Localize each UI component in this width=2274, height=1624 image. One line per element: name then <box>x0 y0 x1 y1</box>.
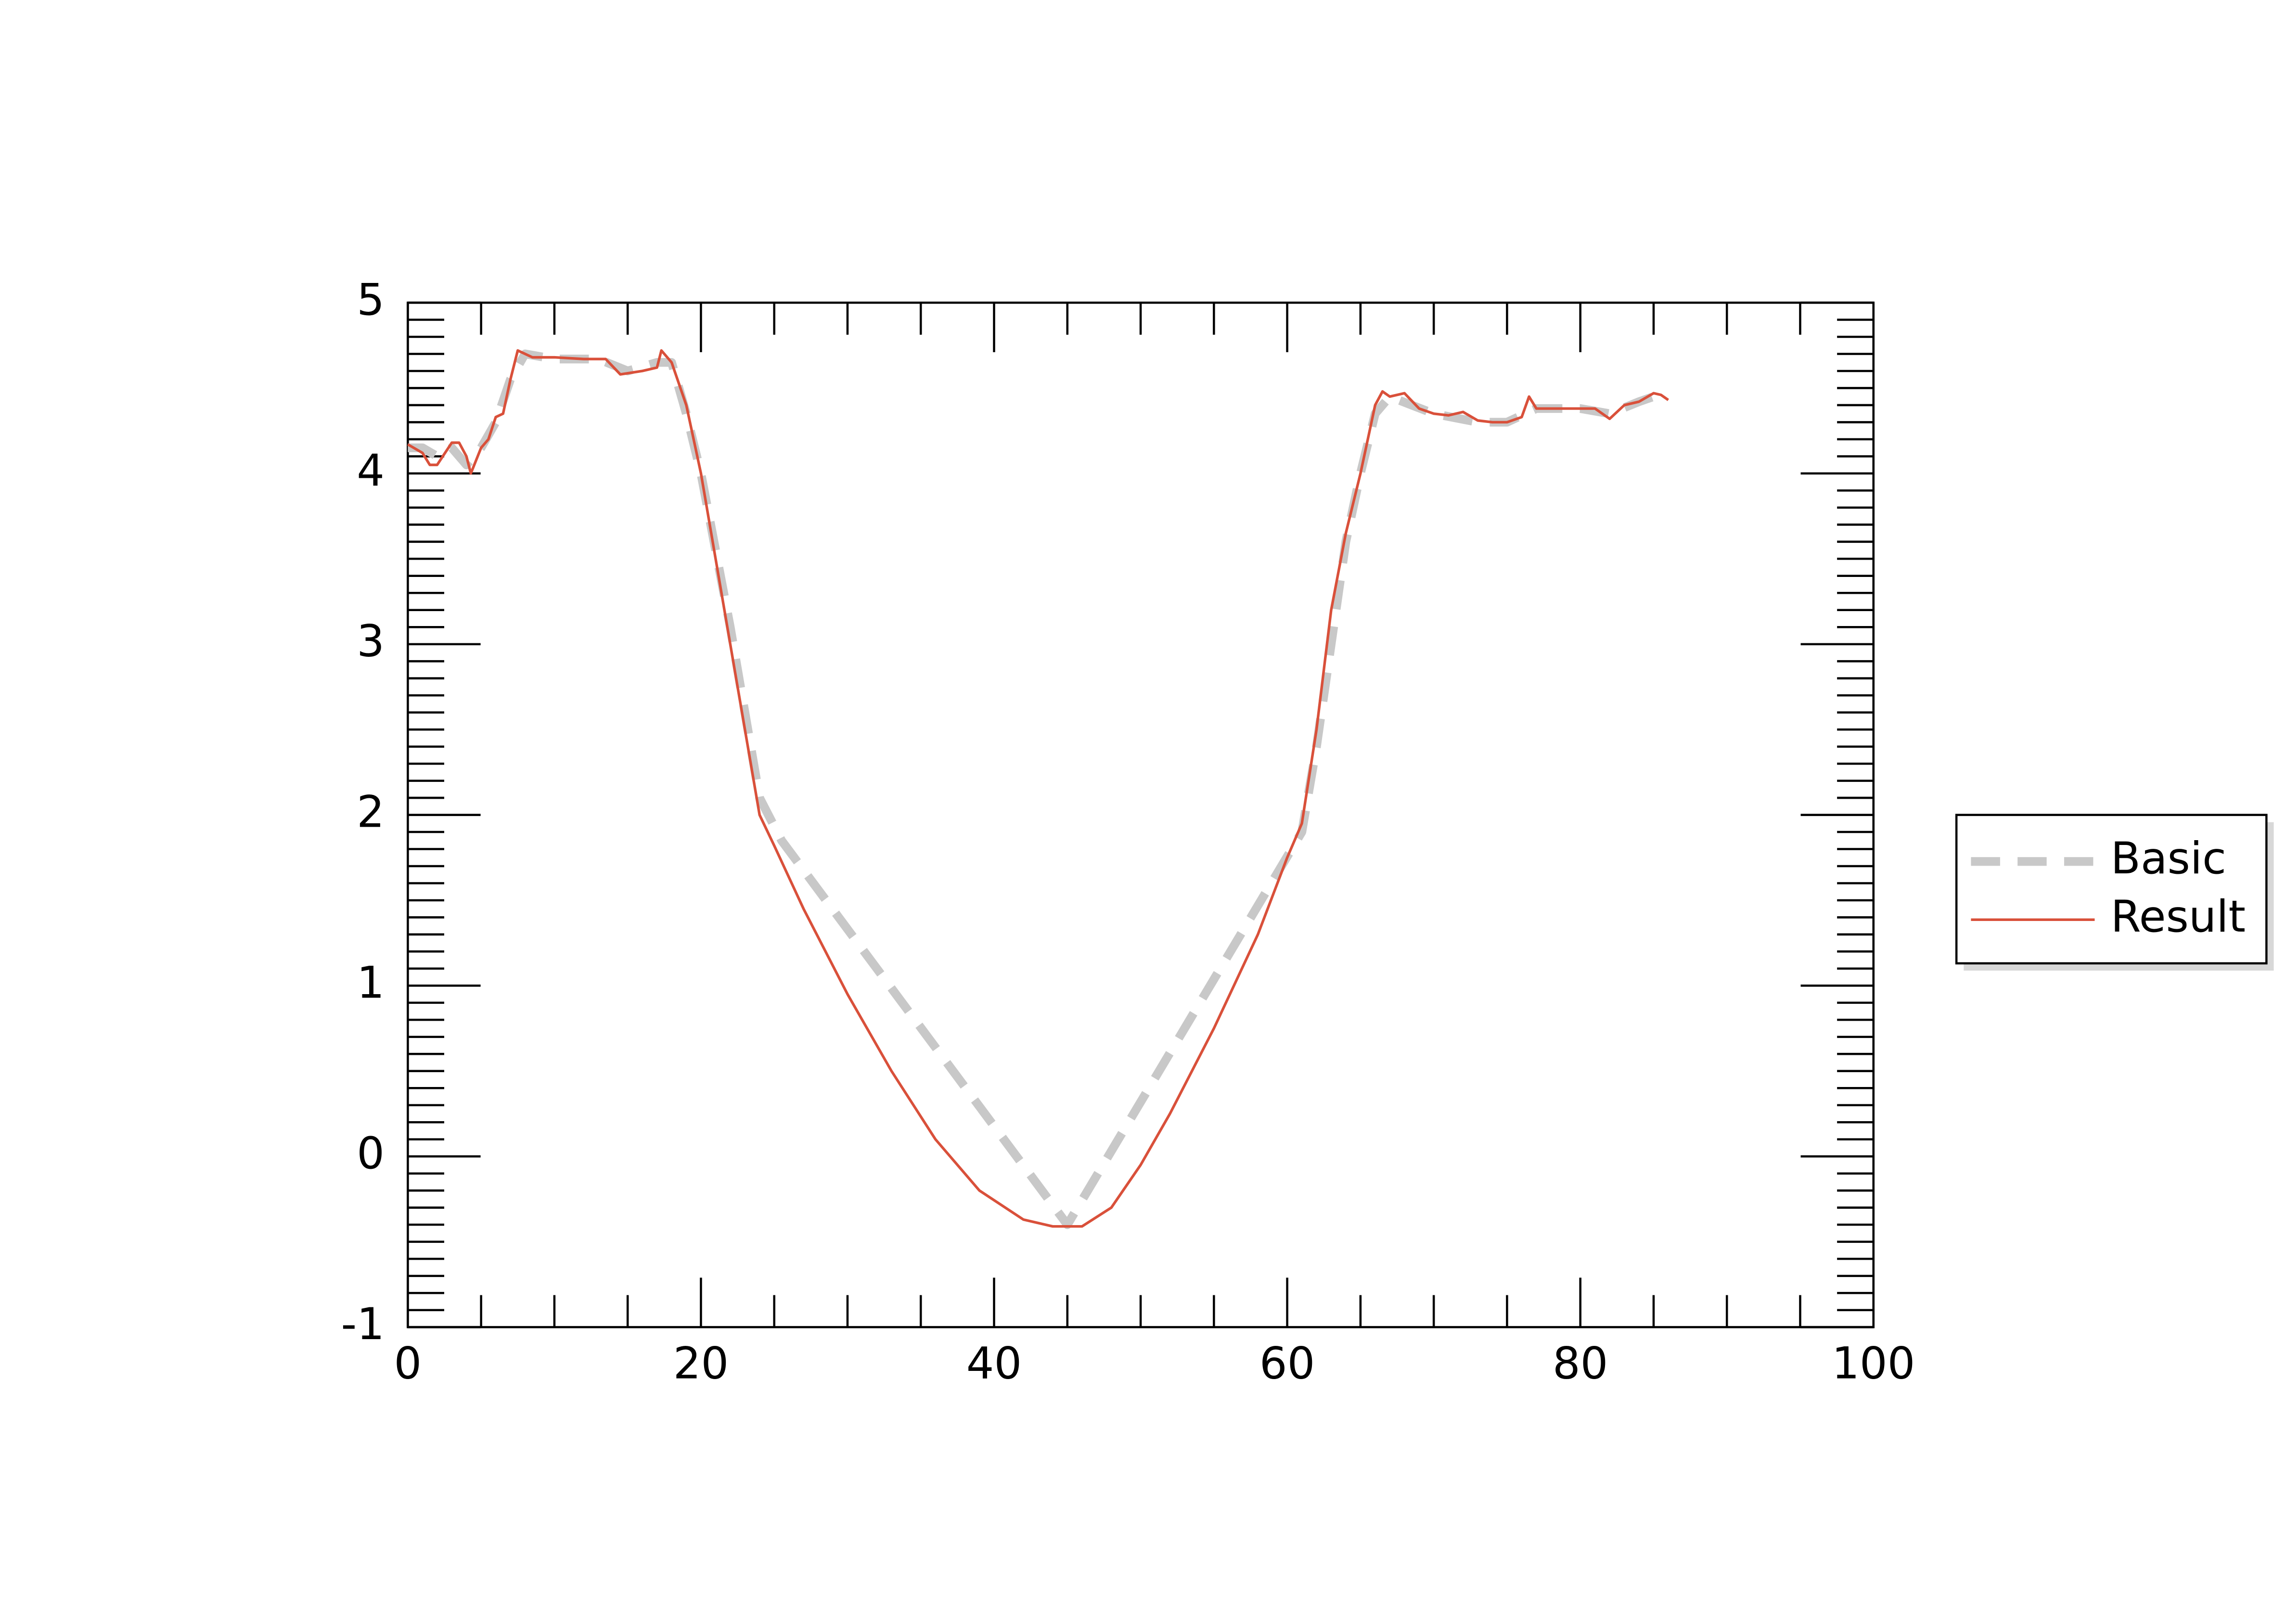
x-tick-label: 40 <box>966 1339 1022 1389</box>
x-tick-label: 20 <box>673 1339 729 1389</box>
y-tick-label: 5 <box>357 275 385 325</box>
y-tick-label: 1 <box>357 958 385 1008</box>
y-tick-label: -1 <box>341 1299 385 1350</box>
series-line <box>407 349 1669 1228</box>
y-tick-label: 3 <box>357 616 385 667</box>
y-tick-label: 4 <box>357 446 385 496</box>
y-tick-label: 2 <box>357 787 385 837</box>
legend-label: Result <box>2111 892 2246 942</box>
x-tick-label: 100 <box>1832 1339 1915 1389</box>
x-tick-label: 80 <box>1553 1339 1608 1389</box>
x-tick-label: 60 <box>1259 1339 1315 1389</box>
legend <box>1955 814 2268 965</box>
plot-frame <box>407 301 1875 1329</box>
legend-label: Basic <box>2111 833 2226 884</box>
y-tick-label: 0 <box>357 1128 385 1179</box>
x-tick-label: 0 <box>394 1339 422 1389</box>
